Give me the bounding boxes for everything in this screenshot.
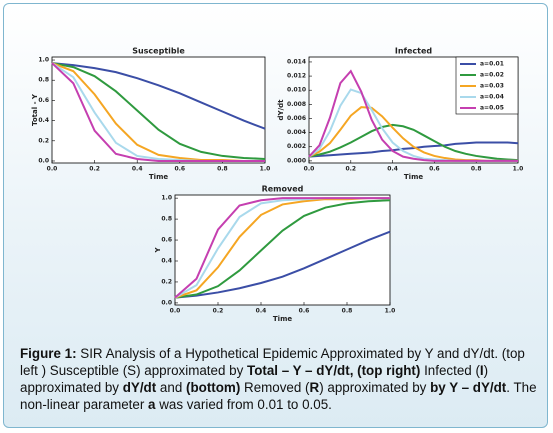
y-tick-label: 0.0 xyxy=(38,157,49,164)
chart-title: Infected xyxy=(395,47,433,56)
caption-text: Infected ( xyxy=(420,363,480,378)
y-tick-label: 0.8 xyxy=(38,77,49,84)
y-tick-label: 0.012 xyxy=(287,73,306,80)
y-tick-label: 0.6 xyxy=(38,97,49,104)
y-axis-label: dY/dt xyxy=(277,99,285,121)
x-tick-label: 0.0 xyxy=(170,308,181,315)
x-tick-label: 0.8 xyxy=(217,166,228,173)
x-tick-label: 0.6 xyxy=(174,166,185,173)
x-tick-label: 0.2 xyxy=(89,166,100,173)
caption-text: dY/dt xyxy=(122,380,157,395)
x-tick-label: 0.4 xyxy=(132,166,143,173)
y-axis-label: Total - Y xyxy=(31,93,39,126)
series-line xyxy=(308,141,519,158)
x-axis-label: Time xyxy=(149,173,168,181)
x-tick-label: 1.0 xyxy=(260,166,271,173)
y-tick-label: 0.2 xyxy=(161,278,172,285)
caption-text: Figure 1: xyxy=(20,346,77,361)
y-tick-label: 0.008 xyxy=(287,101,306,108)
x-tick-label: 0.6 xyxy=(429,166,440,173)
y-tick-label: 0.000 xyxy=(287,157,306,164)
x-tick-label: 0.4 xyxy=(256,308,267,315)
caption-text: Removed ( xyxy=(240,380,310,395)
y-tick-label: 1.0 xyxy=(161,195,172,202)
legend-label: a=0.05 xyxy=(480,105,504,112)
y-tick-label: 0.014 xyxy=(287,58,306,65)
caption-text: was varied from 0.01 to 0.05. xyxy=(155,397,332,412)
series-line xyxy=(51,62,265,162)
caption-text: by Y – dY/dt xyxy=(430,380,507,395)
x-tick-label: 0.8 xyxy=(342,308,353,315)
series-line xyxy=(174,230,391,299)
y-tick-label: 0.6 xyxy=(161,237,172,244)
caption-text: ) approximated by xyxy=(20,363,489,395)
x-axis-label: Time xyxy=(273,315,292,323)
y-tick-label: 0.8 xyxy=(161,216,172,223)
y-axis-label: Y xyxy=(154,247,162,254)
caption-text: (bottom) xyxy=(186,380,241,395)
x-tick-label: 0.2 xyxy=(345,166,356,173)
x-tick-label: 1.0 xyxy=(385,308,396,315)
y-tick-label: 1.0 xyxy=(38,57,49,64)
x-tick-label: 0.2 xyxy=(213,308,224,315)
chart-title: Removed xyxy=(262,185,304,194)
caption-text: a xyxy=(148,397,156,412)
y-tick-label: 0.0 xyxy=(161,299,172,306)
y-tick-label: 0.002 xyxy=(287,143,306,150)
chart: Susceptible 0.0 0.2 0.4 0.6 0.8 1.0 0.0 0.2 0.4 0.… xyxy=(31,47,524,324)
caption-text: and xyxy=(156,380,186,395)
y-tick-label: 0.4 xyxy=(161,258,172,265)
plot-area xyxy=(51,56,266,164)
y-tick-label: 0.004 xyxy=(287,129,306,136)
caption-text: ) approximated by xyxy=(319,380,431,395)
x-tick-label: 0.4 xyxy=(387,166,398,173)
series-line xyxy=(308,69,518,162)
caption-text: SIR Analysis of a Hypothetical Epidemic … xyxy=(20,346,525,378)
series-line xyxy=(174,197,390,299)
x-tick-label: 0.0 xyxy=(47,166,58,173)
series-line xyxy=(308,123,519,162)
caption: Figure 1: SIR Analysis of a Hypothetical… xyxy=(20,345,540,413)
y-tick-label: 0.006 xyxy=(287,115,306,122)
legend-label: a=0.01 xyxy=(480,61,504,68)
series-line xyxy=(174,199,391,299)
x-axis-label: Time xyxy=(404,173,423,181)
y-tick-label: 0.4 xyxy=(38,117,49,124)
y-tick-label: 0.2 xyxy=(38,137,49,144)
caption-text: Total – Y – dY/dt, (top right) xyxy=(247,363,421,378)
legend-label: a=0.04 xyxy=(480,94,504,101)
y-tick-label: 0.010 xyxy=(287,87,306,94)
plot-area xyxy=(174,194,391,306)
x-tick-label: 0.8 xyxy=(471,166,482,173)
x-tick-label: 0.6 xyxy=(299,308,310,315)
caption-text: I xyxy=(479,363,484,378)
legend-label: a=0.03 xyxy=(480,83,504,90)
legend-label: a=0.02 xyxy=(480,72,504,79)
x-tick-label: 0.0 xyxy=(304,166,315,173)
chart-title: Susceptible xyxy=(132,47,185,56)
caption-text: . The non-linear parameter xyxy=(20,380,537,412)
x-tick-label: 1.0 xyxy=(513,166,524,173)
caption-text: R xyxy=(309,380,320,395)
series-line xyxy=(51,62,266,160)
series-line xyxy=(51,62,266,130)
